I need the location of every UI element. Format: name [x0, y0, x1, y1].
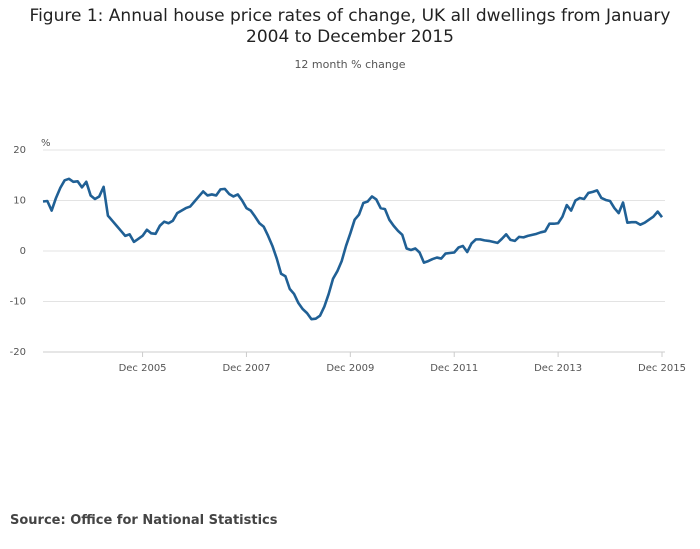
data-line — [42, 177, 664, 321]
x-tick-label: Dec 2015 — [638, 363, 686, 374]
y-tick-label: 20 — [13, 145, 26, 156]
x-tick-label: Dec 2011 — [430, 363, 478, 374]
x-tick-label: Dec 2005 — [119, 363, 167, 374]
y-axis-label: % — [41, 138, 51, 149]
y-tick-label: 10 — [13, 196, 26, 207]
y-tick-label: -10 — [10, 297, 26, 308]
x-tick-label: Dec 2009 — [326, 363, 374, 374]
y-tick-label: -20 — [10, 347, 26, 358]
chart-subtitle: 12 month % change — [294, 58, 406, 71]
source-note: Source: Office for National Statistics — [10, 513, 278, 528]
chart: % -20 -10 0 10 20 Dec 2005 Dec 2007 Dec 2009 Dec… — [10, 138, 686, 374]
y-tick-label: 0 — [20, 246, 26, 257]
chart-title: Figure 1: Annual house price rates of ch… — [29, 6, 671, 47]
x-tick-label: Dec 2013 — [534, 363, 582, 374]
x-tick-label: Dec 2007 — [222, 363, 270, 374]
